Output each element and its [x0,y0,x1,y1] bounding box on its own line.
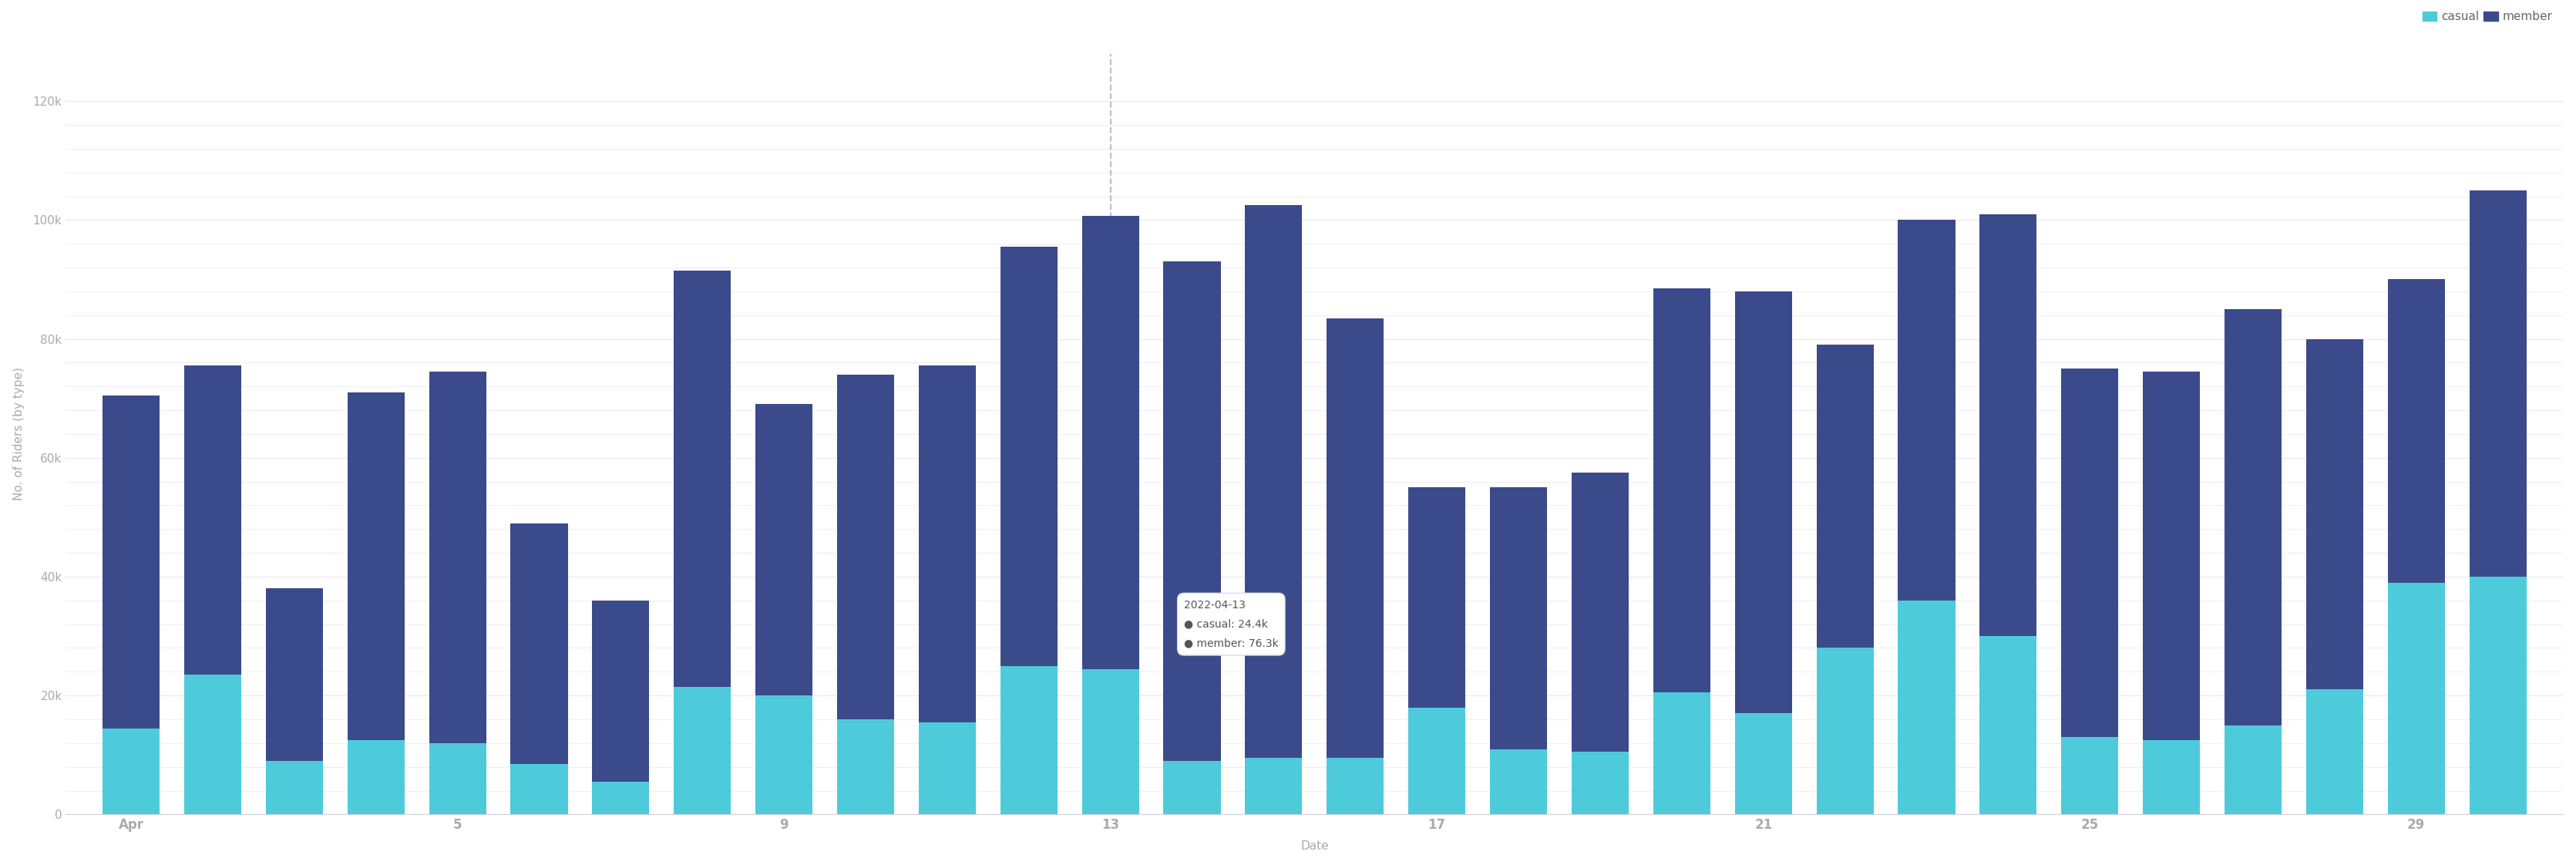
Bar [920,722,976,814]
Bar [755,695,811,814]
Bar [1978,214,2038,636]
Bar [103,728,160,814]
Bar [2388,583,2445,814]
Bar [1899,220,1955,600]
Bar [1244,205,1303,758]
Bar [1409,708,1466,814]
Text: 2022-04-13
● casual: 24.4k
● member: 76.3k: 2022-04-13 ● casual: 24.4k ● member: 76.… [1185,599,1278,649]
Bar [1899,600,1955,814]
Bar [1489,488,1548,749]
Bar [1978,636,2038,814]
Bar [1654,288,1710,693]
Bar [999,666,1056,814]
Bar [1654,693,1710,814]
Bar [510,764,567,814]
Bar [592,600,649,782]
Bar [1082,670,1139,814]
Bar [1734,714,1793,814]
Bar [183,675,242,814]
Bar [1082,216,1139,670]
Bar [1244,758,1303,814]
Bar [755,404,811,695]
Bar [2061,368,2117,737]
Bar [2306,689,2362,814]
Legend: casual, member: casual, member [2419,6,2558,27]
Bar [2143,740,2200,814]
Bar [1816,648,1873,814]
Bar [348,740,404,814]
Bar [1816,345,1873,648]
Bar [999,247,1056,666]
Bar [2306,339,2362,689]
Bar [592,782,649,814]
Bar [2470,577,2527,814]
Bar [1409,488,1466,708]
Bar [1489,749,1548,814]
Bar [2470,190,2527,577]
Bar [430,372,487,743]
Bar [675,687,732,814]
Bar [1164,761,1221,814]
Y-axis label: No. of Riders (by type): No. of Riders (by type) [13,368,23,501]
Bar [1734,292,1793,714]
Bar [510,523,567,764]
Bar [1327,318,1383,758]
Bar [265,761,322,814]
Bar [1164,261,1221,761]
Bar [2226,309,2282,725]
Bar [2388,279,2445,583]
Bar [675,271,732,687]
Bar [1327,758,1383,814]
Bar [183,366,242,675]
Bar [1571,752,1628,814]
Bar [430,743,487,814]
Bar [920,366,976,722]
X-axis label: Date: Date [1301,841,1329,852]
Bar [348,393,404,740]
Bar [2061,737,2117,814]
Bar [837,720,894,814]
Bar [2143,372,2200,740]
Bar [837,375,894,720]
Bar [2226,725,2282,814]
Bar [265,588,322,761]
Bar [1571,472,1628,752]
Bar [103,395,160,728]
